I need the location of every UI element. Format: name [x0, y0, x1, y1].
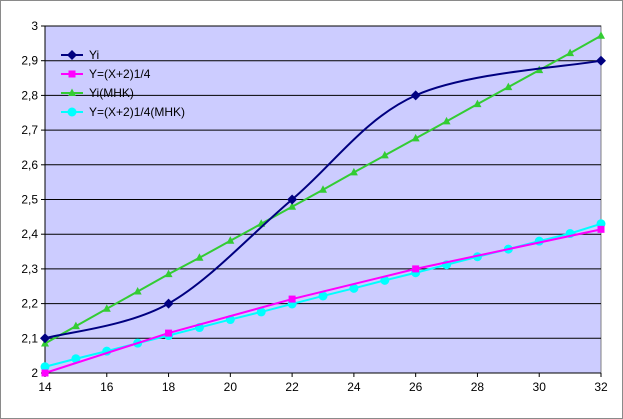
legend-marker [67, 50, 77, 60]
legend: Yi Y=(X+2)1/4 Yi(MHK) Y=(X+2)1/4(MHK) [61, 48, 185, 119]
data-point [165, 329, 173, 337]
x-tick-label: 14 [38, 380, 52, 394]
data-point [163, 298, 174, 309]
data-point [318, 291, 328, 301]
data-point [349, 167, 358, 176]
data-point [566, 48, 575, 57]
legend-label: Yi [89, 48, 99, 62]
y-tick-label: 2,8 [21, 88, 38, 102]
data-point [412, 265, 420, 273]
legend-label: Yi(MHK) [89, 86, 134, 100]
y-tick-label: 2,9 [21, 54, 38, 68]
series-0 [40, 55, 606, 344]
data-point [102, 304, 111, 312]
data-point [288, 202, 297, 210]
x-tick-label: 26 [409, 380, 423, 394]
series-group [40, 31, 606, 377]
x-tick-label: 32 [594, 380, 608, 394]
data-point [256, 307, 266, 317]
y-tick-label: 2,5 [21, 193, 38, 207]
data-point [410, 90, 421, 101]
series-2 [41, 31, 605, 347]
legend-item-3: Y=(X+2)1/4(MHK) [61, 105, 185, 119]
y-tick-label: 2,2 [21, 297, 38, 311]
x-tick-label: 28 [471, 380, 485, 394]
legend-label: Y=(X+2)1/4 [89, 67, 151, 81]
data-point [133, 286, 142, 295]
data-point [164, 269, 173, 278]
y-tick-label: 2,7 [21, 123, 38, 137]
y-tick-label: 2,4 [21, 227, 38, 241]
data-point [41, 369, 49, 377]
x-tick-label: 24 [347, 380, 361, 394]
data-point [473, 99, 482, 108]
legend-marker [68, 70, 76, 78]
data-point [40, 333, 50, 344]
data-point [380, 150, 389, 159]
x-tick-label: 20 [224, 380, 238, 394]
data-point [71, 354, 81, 364]
data-point [349, 283, 359, 293]
x-tick-label: 16 [100, 380, 114, 394]
data-point [597, 225, 605, 233]
data-point [40, 362, 50, 372]
axes: 2 2,1 2,2 2,3 2,4 2,5 2,6 2,7 2,8 2,9 3 14 16 18 20 22 2… [21, 19, 608, 394]
legend-item-2: Yi(MHK) [61, 86, 134, 100]
legend-item-1: Y=(X+2)1/4 [61, 67, 151, 81]
data-point [195, 253, 204, 261]
x-tick-label: 22 [285, 380, 299, 394]
data-point [411, 133, 420, 142]
x-tick-label: 18 [162, 380, 176, 394]
y-tick-label: 2,1 [21, 331, 38, 345]
y-tick-label: 2 [31, 366, 38, 380]
y-tick-label: 2,6 [21, 158, 38, 172]
data-point [319, 185, 327, 193]
legend-marker [67, 107, 77, 117]
data-point [71, 321, 80, 330]
legend-label: Y=(X+2)1/4(MHK) [89, 105, 185, 119]
legend-marker [68, 88, 76, 96]
data-point [597, 31, 605, 39]
legend-item-0: Yi [61, 48, 99, 62]
data-point [504, 82, 513, 91]
data-point [226, 236, 235, 244]
gridlines [45, 25, 601, 339]
data-point [288, 295, 296, 303]
data-point [287, 194, 298, 205]
y-tick-label: 2,3 [21, 262, 38, 276]
data-point [596, 55, 606, 66]
series-1 [41, 225, 605, 377]
data-point [380, 275, 390, 285]
x-tick-label: 30 [533, 380, 547, 394]
y-tick-label: 3 [31, 19, 38, 33]
data-point [442, 116, 451, 125]
